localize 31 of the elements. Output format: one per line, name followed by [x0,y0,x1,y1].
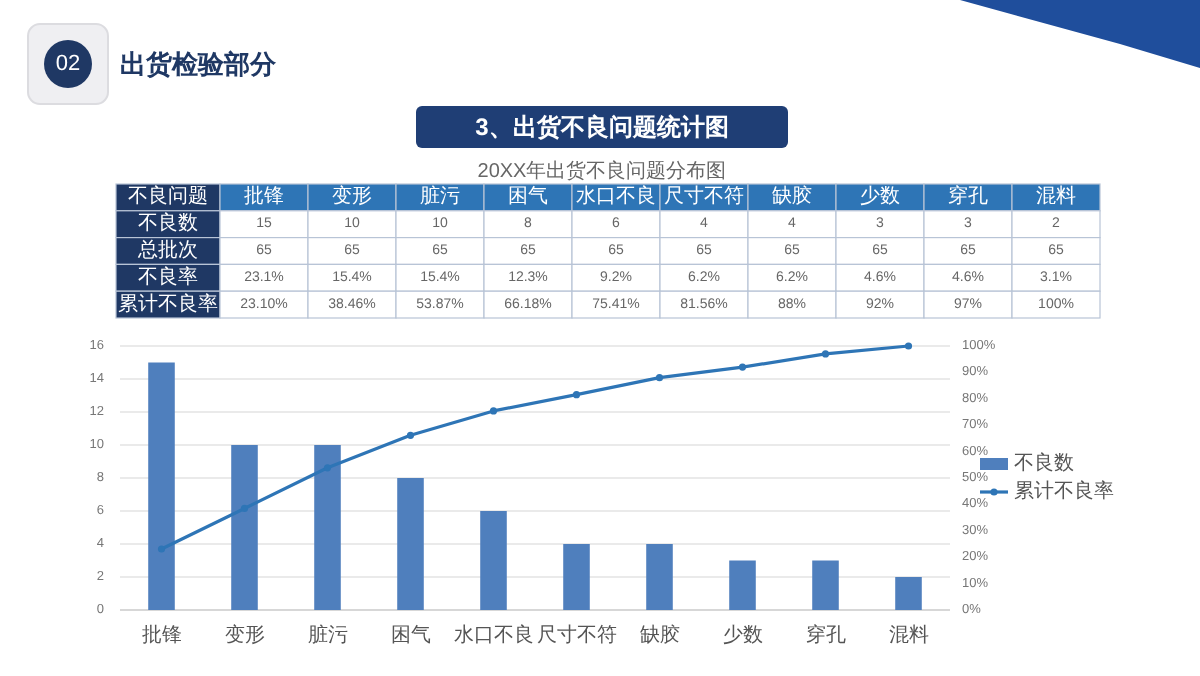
text: 出货检验部分 [120,49,278,79]
category-label: 困气 [508,186,548,209]
category-label: 尺寸不符 [664,186,744,209]
chart-subtitle: 20XX年出货不良问题分布图 [477,159,727,183]
text: 02 [55,52,81,76]
category-label: 批锋 [244,186,284,209]
category-label: 混料 [1036,186,1076,209]
x-tick-label: 缺胶 [639,623,680,647]
text: 总批次 [136,238,198,262]
category-label: 穿孔 [948,186,988,209]
x-tick-label: 混料 [888,623,929,647]
x-tick-label: 困气 [390,623,431,647]
text: 不良率 [138,264,198,289]
x-tick-label: 水口不良 [453,623,534,647]
category-label: 水口不良 [576,186,656,209]
category-label: 变形 [332,186,372,209]
x-tick-label: 穿孔 [805,623,846,647]
text: 不良问题 [128,184,208,209]
x-tick-label: 变形 [224,623,265,647]
category-label: 少数 [860,186,900,209]
category-label: 脏污 [420,186,460,209]
legend-label: 累计不良率 [1014,479,1114,503]
category-label: 缺胶 [772,186,812,209]
x-tick-label: 尺寸不符 [536,623,617,647]
text: 累计不良率 [118,291,218,316]
x-tick-label: 脏污 [307,623,348,647]
chart-title: 3、出货不良问题统计图 [475,113,729,141]
text: 不良数 [138,211,198,236]
legend-label: 不良数 [1014,451,1074,475]
x-tick-label: 少数 [722,623,763,647]
x-tick-label: 批锋 [141,623,182,647]
